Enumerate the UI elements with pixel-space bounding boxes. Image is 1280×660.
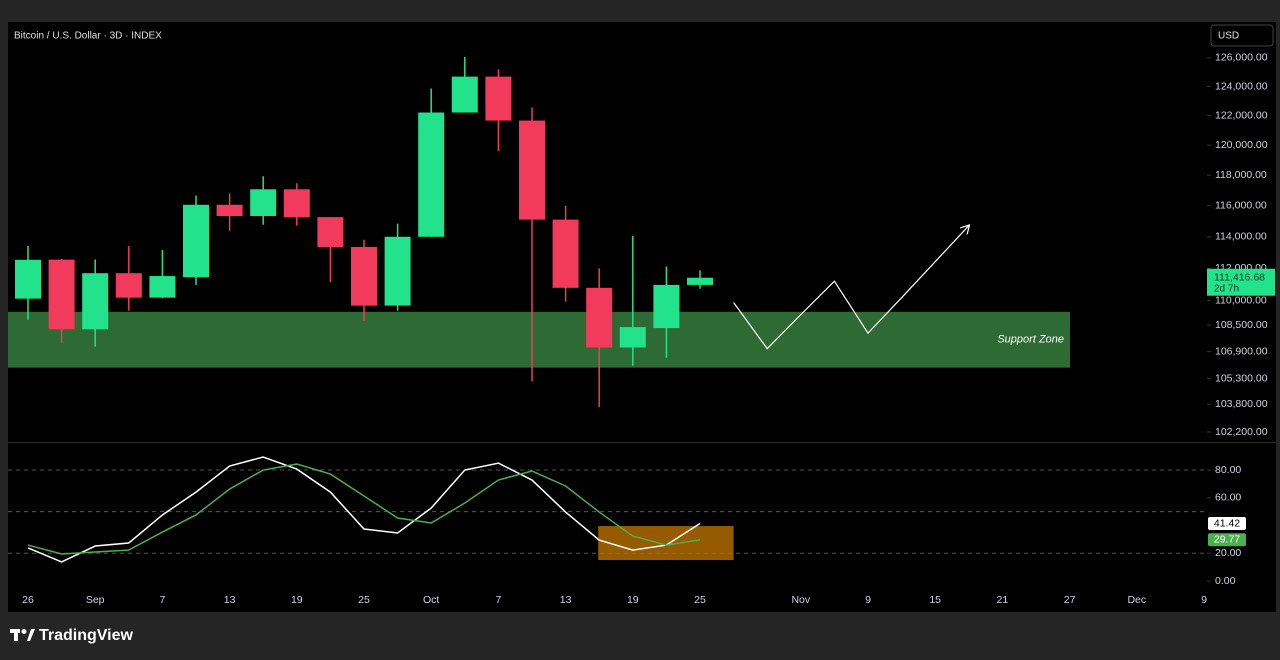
y-tick-label: 80.00	[1215, 464, 1241, 476]
brand-logo	[10, 629, 35, 641]
candle-body	[317, 217, 344, 247]
x-tick-label: 25	[694, 594, 706, 606]
candle-body	[216, 204, 243, 217]
brand-name: TradingView	[39, 627, 134, 644]
candle-body	[552, 219, 579, 288]
y-tick-label: 106,900.00	[1215, 345, 1268, 357]
candle-body	[283, 189, 310, 218]
y-tick-label: 118,000.00	[1215, 169, 1267, 181]
y-tick-label: 102,200.00	[1215, 426, 1268, 438]
countdown-label: 2d 7h	[1214, 283, 1239, 294]
x-tick-label: Oct	[423, 594, 439, 606]
x-tick-label: 27	[1064, 594, 1076, 606]
y-tick-label: 60.00	[1215, 492, 1241, 504]
x-tick-label: 13	[560, 594, 572, 606]
candle-body	[250, 189, 277, 217]
candle-body	[451, 76, 478, 113]
x-tick-label: 26	[22, 594, 34, 606]
x-tick-label: 25	[358, 594, 370, 606]
zone-label: Support Zone	[997, 334, 1064, 346]
candle-body	[653, 284, 680, 329]
x-tick-label: 21	[997, 594, 1009, 606]
projection-line	[733, 226, 969, 350]
currency-label[interactable]: USD	[1218, 31, 1239, 42]
candle-body	[82, 273, 109, 330]
candle-body	[15, 259, 41, 299]
last-value-label: 29.77	[1214, 533, 1240, 545]
x-tick-label: 9	[1201, 594, 1207, 606]
candle-body	[687, 277, 713, 285]
candle-body	[149, 276, 176, 298]
candle-body	[115, 273, 142, 298]
x-tick-label: Dec	[1127, 594, 1146, 606]
candle-body	[519, 120, 545, 220]
oscillator-line	[27, 456, 701, 563]
x-tick-label: Nov	[791, 594, 810, 606]
y-tick-label: 110,000.00	[1215, 294, 1267, 306]
y-tick-label: 126,000.00	[1215, 52, 1268, 64]
last-value-label: 41.42	[1214, 517, 1240, 529]
y-tick-label: 122,000.00	[1215, 109, 1268, 121]
y-tick-label: 116,000.00	[1215, 199, 1267, 211]
last-value-box	[1208, 517, 1246, 531]
oscillator-line	[27, 463, 701, 555]
x-tick-label: 7	[495, 594, 501, 606]
y-tick-label: 0.00	[1215, 575, 1236, 587]
highlight-box	[598, 526, 734, 561]
candle-body	[485, 76, 512, 121]
y-tick-label: 114,000.00	[1215, 231, 1267, 243]
y-tick-label: 105,300.00	[1215, 372, 1268, 384]
y-tick-label: 120,000.00	[1215, 139, 1268, 151]
x-tick-label: Sep	[86, 594, 105, 606]
candle-body	[384, 236, 411, 306]
last-value-box	[1208, 533, 1246, 547]
last-price-box	[1207, 268, 1275, 296]
y-tick-label: 20.00	[1215, 547, 1241, 559]
symbol-title: Bitcoin / U.S. Dollar · 3D · INDEX	[14, 31, 162, 42]
y-tick-label: 124,000.00	[1215, 80, 1268, 92]
x-tick-label: 9	[865, 594, 871, 606]
x-tick-label: 13	[224, 594, 236, 606]
candle-body	[418, 112, 445, 237]
x-tick-label: 7	[159, 594, 165, 606]
x-tick-label: 15	[929, 594, 941, 606]
candle-body	[586, 287, 613, 348]
support-zone	[8, 311, 1070, 368]
candle-body	[183, 204, 209, 278]
x-tick-label: 19	[627, 594, 639, 606]
y-tick-label: 108,500.00	[1215, 319, 1268, 331]
candle-body	[48, 259, 75, 330]
currency-button[interactable]	[1210, 24, 1274, 47]
candle-body	[351, 246, 377, 306]
last-price-label: 111,416.68	[1214, 272, 1265, 284]
candle-body	[619, 327, 646, 348]
y-tick-label: 103,800.00	[1215, 398, 1268, 410]
x-tick-label: 19	[291, 594, 303, 606]
